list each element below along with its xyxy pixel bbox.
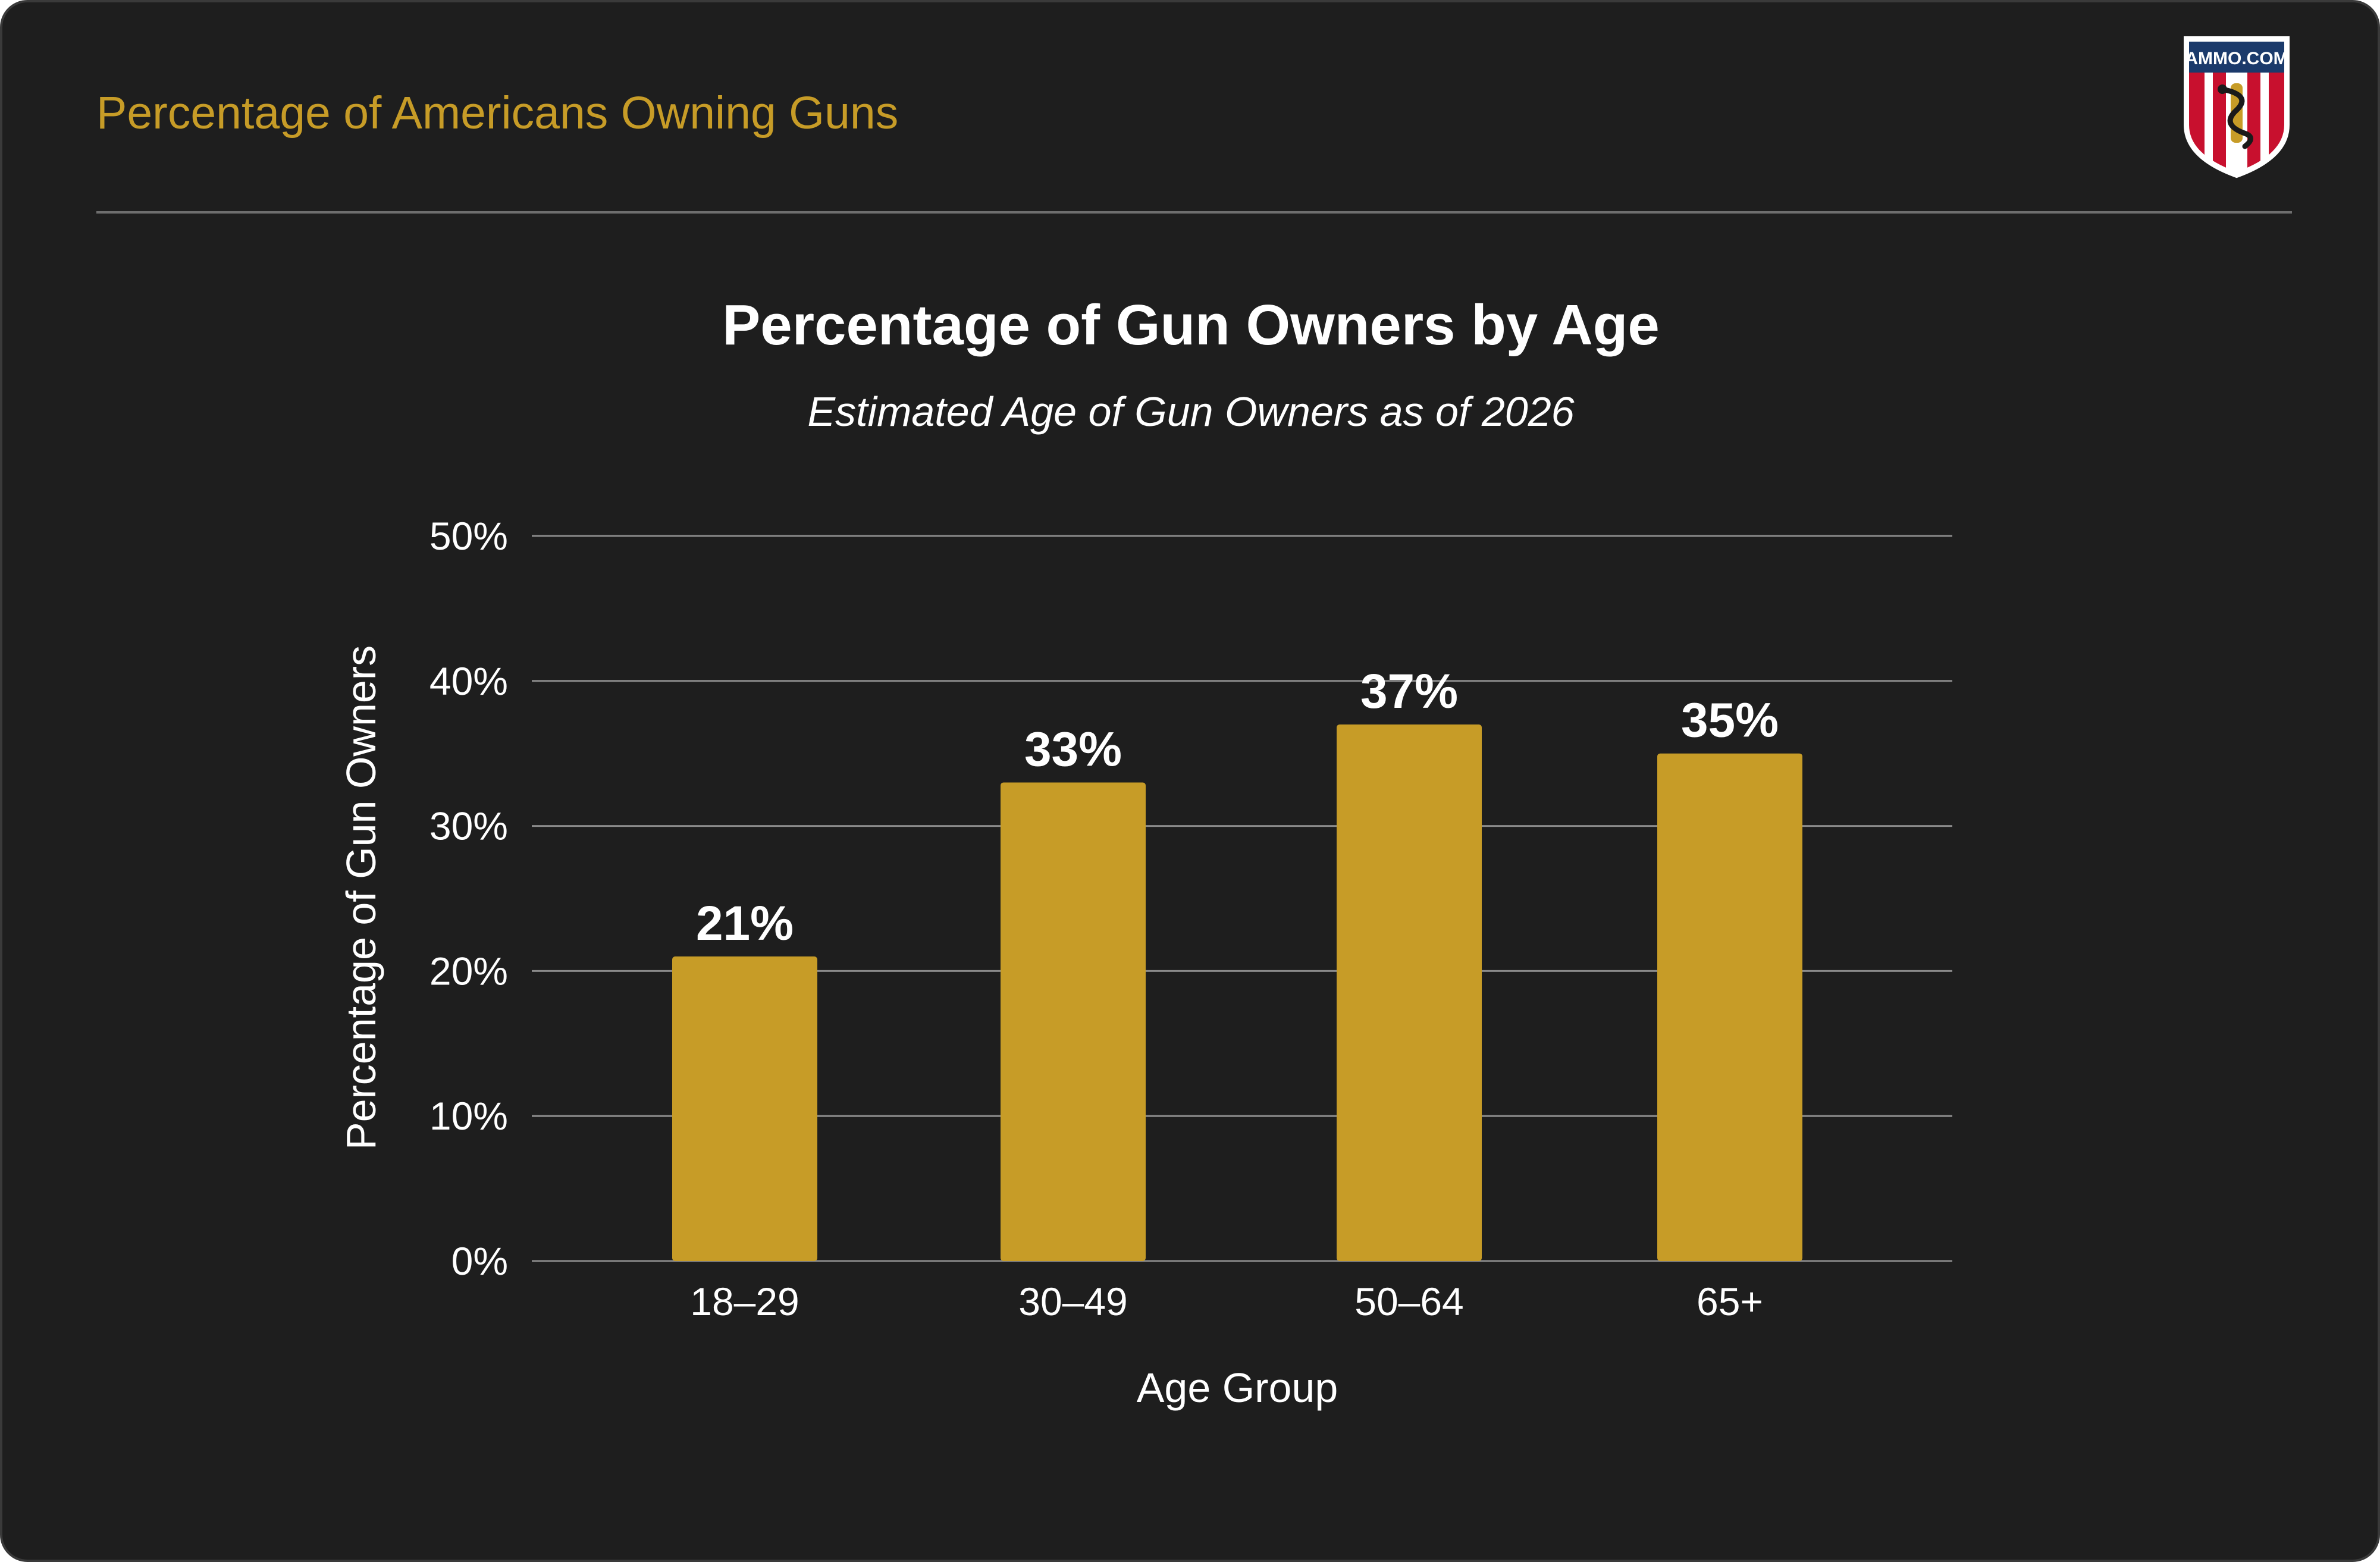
x-tick-label: 18–29 — [690, 1279, 799, 1323]
ammo-logo: AMMO.COM — [2184, 36, 2290, 178]
bar-value-label: 35% — [1681, 694, 1779, 748]
bar-2 — [1337, 724, 1482, 1261]
bar-value-label: 33% — [1024, 722, 1122, 776]
bar-value-label: 37% — [1360, 664, 1458, 719]
bar-1 — [1001, 782, 1146, 1261]
star-icon — [2226, 149, 2247, 169]
snake-icon — [2219, 86, 2253, 149]
bars — [672, 724, 1802, 1261]
bar-0 — [672, 956, 817, 1261]
bar-3 — [1657, 753, 1802, 1261]
bar-value-label: 21% — [696, 896, 794, 951]
chart-title: Percentage of Gun Owners by Age — [722, 293, 1659, 357]
chart-subtitle: Estimated Age of Gun Owners as of 2026 — [807, 388, 1574, 435]
y-tick-label: 50% — [429, 514, 508, 558]
page-title: Percentage of Americans Owning Guns — [96, 87, 899, 139]
x-tick-label: 30–49 — [1018, 1279, 1128, 1323]
logo-text: AMMO.COM — [2185, 49, 2288, 68]
x-axis-label: Age Group — [1137, 1365, 1338, 1411]
header-divider — [96, 211, 2292, 214]
shield-banner-icon — [2189, 42, 2284, 73]
y-tick-label: 10% — [429, 1094, 508, 1138]
x-axis-ticks: 18–29 30–49 50–64 65+ — [690, 1279, 1763, 1323]
y-tick-label: 40% — [429, 659, 508, 703]
x-tick-label: 50–64 — [1354, 1279, 1464, 1323]
data-labels: 21% 33% 37% 35% — [696, 664, 1779, 951]
y-axis-label: Percentage of Gun Owners — [338, 645, 384, 1150]
x-tick-label: 65+ — [1697, 1279, 1763, 1323]
y-tick-label: 20% — [429, 949, 508, 993]
y-tick-label: 0% — [451, 1239, 508, 1283]
y-tick-label: 30% — [429, 804, 508, 848]
